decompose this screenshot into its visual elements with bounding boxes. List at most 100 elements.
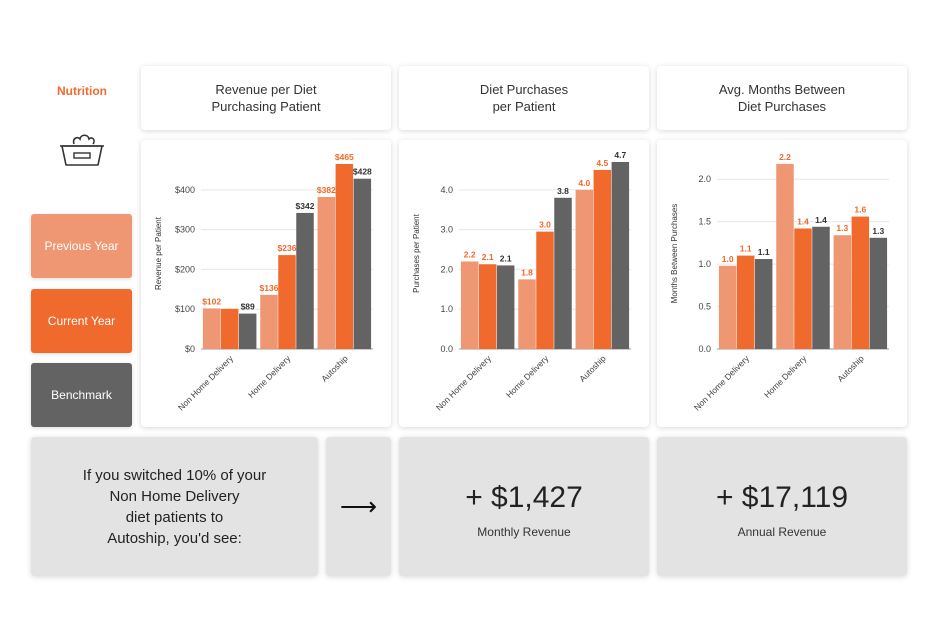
data-label: 3.8 bbox=[557, 186, 569, 196]
annual-revenue-value: + $17,119 bbox=[715, 481, 849, 514]
data-label: $236 bbox=[278, 243, 297, 253]
y-tick-label: $100 bbox=[175, 304, 195, 314]
legend-benchmark: Benchmark bbox=[31, 363, 132, 427]
data-label: 1.0 bbox=[722, 254, 734, 264]
y-axis-label: Revenue per Patient bbox=[154, 216, 163, 290]
revenue-chart-card: $0 $100 $200 $300 $400 Revenue per Patient $10… bbox=[141, 140, 391, 427]
monthly-revenue-label: Monthly Revenue bbox=[477, 525, 571, 539]
data-label: 1.8 bbox=[521, 267, 533, 277]
bar bbox=[220, 308, 239, 349]
bar bbox=[518, 279, 536, 349]
data-label: 3.0 bbox=[539, 220, 551, 230]
x-tick-label: Non Home Delivery bbox=[176, 353, 236, 413]
bar bbox=[202, 308, 221, 349]
y-tick-label: 0.0 bbox=[698, 344, 711, 354]
data-label: 4.0 bbox=[578, 178, 590, 188]
bar bbox=[496, 265, 515, 349]
annual-revenue-label: Annual Revenue bbox=[737, 525, 827, 539]
data-label: 2.2 bbox=[779, 152, 791, 162]
annual-revenue-card: + $17,119 Annual Revenue bbox=[657, 437, 907, 576]
bar bbox=[536, 231, 554, 349]
bar bbox=[554, 197, 572, 349]
arrow-icon: ⟶ bbox=[326, 437, 391, 576]
y-tick-label: $0 bbox=[185, 344, 195, 354]
purchases-chart-card: 0.0 1.0 2.0 3.0 4.0 Purchases per Patient 2.2 2… bbox=[399, 140, 649, 427]
x-tick-label: Home Delivery bbox=[504, 353, 551, 400]
bar bbox=[776, 163, 794, 349]
months-chart: 0.0 0.5 1.0 1.5 2.0 Months Between Purchases 1… bbox=[670, 152, 889, 413]
data-label: $428 bbox=[353, 167, 372, 177]
y-tick-label: $300 bbox=[175, 225, 195, 235]
data-label: 4.5 bbox=[596, 158, 608, 168]
x-tick-label: Non Home Delivery bbox=[434, 353, 494, 413]
revenue-chart: $0 $100 $200 $300 $400 Revenue per Patient $10… bbox=[154, 152, 373, 413]
months-chart-card: 0.0 0.5 1.0 1.5 2.0 Months Between Purchases 1… bbox=[657, 140, 907, 427]
bar bbox=[575, 189, 594, 349]
y-tick-label: 3.0 bbox=[440, 225, 453, 235]
data-label: 2.1 bbox=[500, 253, 512, 263]
y-tick-label: 0.0 bbox=[440, 344, 453, 354]
pet-food-bowl-icon bbox=[60, 134, 104, 166]
y-tick-label: $200 bbox=[175, 264, 195, 274]
x-tick-label: Autoship bbox=[577, 353, 608, 384]
data-label: 1.3 bbox=[872, 226, 884, 236]
bar bbox=[812, 226, 830, 349]
data-label: $136 bbox=[260, 283, 279, 293]
y-tick-label: 1.0 bbox=[698, 259, 711, 269]
bar bbox=[460, 261, 479, 349]
data-label: 1.3 bbox=[836, 223, 848, 233]
data-label: 1.4 bbox=[797, 216, 809, 226]
data-label: 1.6 bbox=[854, 205, 866, 215]
y-tick-label: 1.5 bbox=[698, 217, 711, 227]
y-tick-label: $400 bbox=[175, 185, 195, 195]
bar bbox=[278, 255, 296, 349]
data-label: 1.1 bbox=[758, 247, 770, 257]
bar bbox=[718, 265, 737, 349]
data-label: $89 bbox=[241, 302, 255, 312]
bar bbox=[478, 264, 497, 349]
x-tick-label: Autoship bbox=[319, 353, 350, 384]
data-label: 1.1 bbox=[740, 244, 752, 254]
legend-previous-year: Previous Year bbox=[31, 214, 132, 278]
bar bbox=[611, 161, 630, 349]
bar bbox=[851, 216, 870, 349]
data-label: $382 bbox=[317, 185, 336, 195]
data-label: 2.1 bbox=[482, 252, 494, 262]
chart-header-months: Avg. Months Between Diet Purchases bbox=[657, 66, 907, 130]
legend-current-year: Current Year bbox=[31, 289, 132, 353]
bar bbox=[317, 196, 336, 349]
data-label: $102 bbox=[202, 296, 221, 306]
monthly-revenue-value: + $1,427 bbox=[465, 481, 583, 514]
data-label: 1.4 bbox=[815, 215, 827, 225]
switch-message: If you switched 10% of your Non Home Del… bbox=[31, 437, 318, 576]
y-tick-label: 2.0 bbox=[440, 264, 453, 274]
x-tick-label: Non Home Delivery bbox=[692, 353, 752, 413]
bar bbox=[794, 228, 812, 349]
chart-header-revenue: Revenue per Diet Purchasing Patient bbox=[141, 66, 391, 130]
y-axis-label: Months Between Purchases bbox=[670, 204, 679, 304]
data-label: 4.7 bbox=[614, 150, 626, 160]
bar bbox=[736, 255, 755, 349]
bar bbox=[869, 237, 888, 349]
section-label: Nutrition bbox=[57, 84, 107, 98]
data-label: $465 bbox=[335, 152, 354, 162]
x-tick-label: Home Delivery bbox=[246, 353, 293, 400]
bar bbox=[353, 178, 372, 349]
bar bbox=[754, 259, 773, 349]
y-tick-label: 4.0 bbox=[440, 185, 453, 195]
chart-header-purchases: Diet Purchases per Patient bbox=[399, 66, 649, 130]
x-tick-label: Autoship bbox=[835, 353, 866, 384]
bar bbox=[593, 169, 612, 349]
bar bbox=[238, 313, 257, 349]
monthly-revenue-card: + $1,427 Monthly Revenue bbox=[399, 437, 649, 576]
purchases-chart: 0.0 1.0 2.0 3.0 4.0 Purchases per Patient 2.2 2… bbox=[412, 150, 631, 413]
y-axis-label: Purchases per Patient bbox=[412, 213, 421, 292]
data-label: $342 bbox=[296, 201, 315, 211]
bar bbox=[833, 235, 852, 349]
x-tick-label: Home Delivery bbox=[762, 353, 809, 400]
y-tick-label: 2.0 bbox=[698, 174, 711, 184]
bar bbox=[260, 294, 278, 349]
data-label: 2.2 bbox=[464, 249, 476, 259]
bar bbox=[296, 212, 314, 349]
y-tick-label: 1.0 bbox=[440, 304, 453, 314]
